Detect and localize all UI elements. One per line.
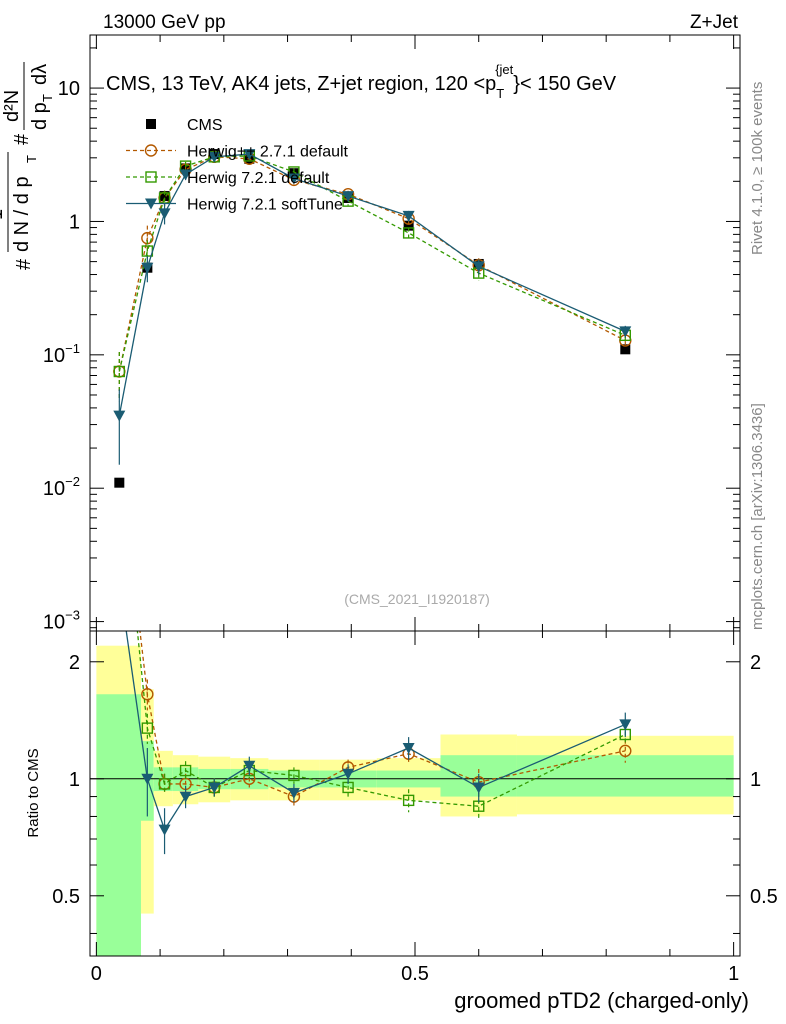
point-herwig-7-2-1-softtune xyxy=(208,151,221,163)
ratio-point-herwig-2-7-1-default xyxy=(619,744,632,758)
series-line-herwig-2-7-1-default xyxy=(118,156,626,372)
ratio-point-herwig-7-2-1-default xyxy=(179,764,192,777)
legend-label-herwig-2-7-1-default: Herwig++ 2.7.1 default xyxy=(187,144,349,161)
point-herwig-7-2-1-default xyxy=(113,365,126,378)
point-cms xyxy=(114,477,125,488)
ratio-point-herwig-7-2-1-softtune xyxy=(287,787,300,799)
ratio-point-herwig-7-2-1-softtune xyxy=(619,719,632,731)
ratio-line-herwig-2-7-1-default xyxy=(139,631,626,798)
legend-marker-cms xyxy=(146,119,156,129)
ratio-point-herwig-7-2-1-softtune xyxy=(141,773,154,785)
svg-text:d N / d p: d N / d p xyxy=(11,176,33,252)
ratio-band-inner xyxy=(96,694,141,956)
ratio-point-herwig-7-2-1-default xyxy=(158,778,171,790)
series-herwig-7-2-1-default xyxy=(113,150,631,402)
analysis-watermark: (CMS_2021_I1920187) xyxy=(344,591,490,607)
ratio-point-herwig-7-2-1-softtune xyxy=(243,760,256,772)
svg-text:1: 1 xyxy=(0,209,7,220)
legend: CMS Herwig++ 2.7.1 default Herwig 7.2.1 de… xyxy=(126,117,349,214)
point-herwig-7-2-1-softtune xyxy=(619,326,632,338)
legend-entry-herwig-7-2-1-default: Herwig 7.2.1 default xyxy=(126,170,330,187)
svg-text:#: # xyxy=(11,133,33,145)
legend-label-herwig-7-2-1-default: Herwig 7.2.1 default xyxy=(187,170,330,187)
x-tick-label: 0.5 xyxy=(401,963,429,985)
legend-entry-herwig-7-2-1-softtune: Herwig 7.2.1 softTune xyxy=(126,197,343,214)
svg-text:d p: d p xyxy=(29,102,51,130)
point-herwig-7-2-1-softtune xyxy=(179,169,192,181)
series-herwig-2-7-1-default xyxy=(113,150,632,402)
point-herwig-7-2-1-softtune xyxy=(472,261,485,273)
series-herwig-7-2-1-softtune xyxy=(113,149,632,465)
svg-text:#: # xyxy=(13,258,35,270)
header-left: 13000 GeV pp xyxy=(103,12,226,33)
point-cms xyxy=(159,191,170,202)
legend-label-herwig-7-2-1-softtune: Herwig 7.2.1 softTune xyxy=(187,197,343,214)
series-line-herwig-7-2-1-softtune xyxy=(118,153,626,416)
legend-marker-herwig-7-2-1-default xyxy=(145,171,157,183)
point-herwig-7-2-1-softtune xyxy=(113,410,126,422)
ratio-point-herwig-7-2-1-softtune xyxy=(342,768,355,780)
main-title: CMS, 13 TeV, AK4 jets, Z+jet region, 120… xyxy=(106,62,617,101)
svg-text:dλ: dλ xyxy=(29,64,51,85)
ratio-panel-marks xyxy=(90,631,740,855)
svg-text:T: T xyxy=(40,94,55,102)
ratio-y-tick-label-left: 1 xyxy=(69,769,80,791)
point-cms xyxy=(288,168,299,179)
ratio-y-axis-label: Ratio to CMS xyxy=(25,748,42,837)
x-tick-label: 0 xyxy=(91,963,102,985)
svg-text:d²N: d²N xyxy=(1,90,23,122)
ratio-point-herwig-7-2-1-softtune xyxy=(158,824,171,836)
ratio-point-herwig-7-2-1-softtune xyxy=(472,782,485,794)
ratio-y-tick-label-left: 0.5 xyxy=(52,886,80,908)
main-y-tick-label: 10−3 xyxy=(43,608,80,634)
ratio-point-herwig-7-2-1-default xyxy=(141,722,154,734)
x-axis-title: groomed pTD2 (charged-only) xyxy=(454,988,749,1013)
ratio-y-tick-label-left: 2 xyxy=(69,652,80,674)
point-herwig-7-2-1-softtune xyxy=(402,210,415,222)
ratio-y-tick-label-right: 1 xyxy=(750,769,761,791)
point-cms xyxy=(620,344,631,355)
main-y-tick-label: 10 xyxy=(58,78,80,100)
ratio-point-herwig-7-2-1-default xyxy=(402,794,415,807)
point-herwig-7-2-1-softtune xyxy=(158,208,171,220)
legend-entry-herwig-2-7-1-default: Herwig++ 2.7.1 default xyxy=(126,144,349,161)
legend-marker-herwig-7-2-1-softtune xyxy=(145,198,157,210)
point-herwig-7-2-1-softtune xyxy=(243,149,256,161)
mcplots-reference-label: mcplots.cern.ch [arXiv:1306.3436] xyxy=(749,403,766,630)
point-herwig-7-2-1-default xyxy=(402,227,415,239)
ratio-point-herwig-2-7-1-default xyxy=(141,688,154,701)
point-herwig-7-2-1-softtune xyxy=(141,262,154,274)
ratio-y-tick-label-right: 0.5 xyxy=(750,886,778,908)
main-y-tick-label: 10−2 xyxy=(43,474,80,500)
main-y-tick-label: 1 xyxy=(69,211,80,233)
series-line-herwig-7-2-1-default xyxy=(118,155,626,372)
ratio-point-herwig-7-2-1-default xyxy=(288,769,300,782)
ratio-point-herwig-7-2-1-softtune xyxy=(179,791,192,803)
legend-marker-herwig-2-7-1-default xyxy=(144,144,158,157)
ratio-series-herwig-7-2-1-softtune xyxy=(125,631,632,855)
legend-entry-cms: CMS xyxy=(146,117,223,134)
ratio-point-herwig-7-2-1-softtune xyxy=(208,782,221,794)
point-herwig-7-2-1-softtune xyxy=(287,173,300,185)
point-herwig-7-2-1-softtune xyxy=(342,191,355,203)
main-y-axis-label: # d N / d p T # d²N d p T dλ 1 xyxy=(0,62,55,270)
svg-text:T: T xyxy=(24,155,39,163)
main-panel-marks xyxy=(113,149,632,488)
point-cms xyxy=(403,220,414,231)
x-tick-label: 1 xyxy=(728,963,739,985)
header-right: Z+Jet xyxy=(690,12,739,33)
ratio-y-tick-label-right: 2 xyxy=(750,652,761,674)
rivet-version-label: Rivet 4.1.0, ≥ 100k events xyxy=(749,82,766,255)
ratio-point-herwig-7-2-1-softtune xyxy=(402,743,415,755)
main-y-tick-label: 10−1 xyxy=(43,341,80,367)
legend-label-cms: CMS xyxy=(187,117,223,134)
